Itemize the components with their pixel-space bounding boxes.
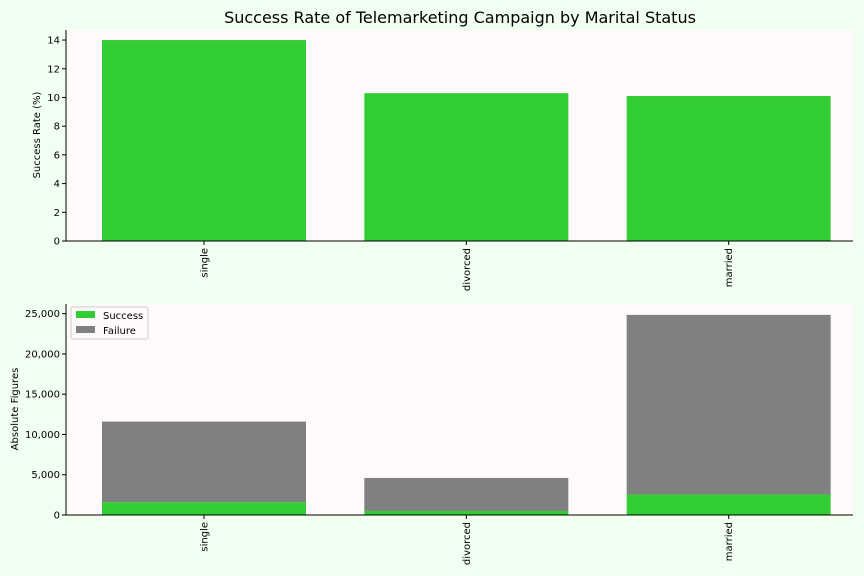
- chart2-xtick-label-divorced: divorced: [462, 522, 473, 565]
- chart1-title: Success Rate of Telemarketing Campaign b…: [224, 8, 696, 27]
- chart1-y-axis-label: Success Rate (%): [32, 91, 43, 178]
- chart1-bar-divorced: [364, 93, 569, 241]
- chart1-bar-married: [626, 96, 831, 241]
- chart2-bar-divorced-failure: [364, 477, 569, 511]
- chart1-ytick-label: 12: [47, 64, 60, 75]
- chart2-xtick-label-single: single: [200, 522, 211, 552]
- legend-label-success: Success: [103, 311, 143, 322]
- chart2-y-axis-label: Absolute Figures: [10, 368, 21, 451]
- chart2-legend: Success Failure: [70, 306, 149, 340]
- chart1-ytick-label: 0: [54, 237, 60, 248]
- chart2-ytick-label: 5,000: [31, 470, 60, 481]
- chart1-ytick-label: 10: [47, 93, 60, 104]
- chart1-ytick-label: 14: [47, 36, 60, 47]
- chart2-ytick-label: 10,000: [25, 430, 60, 441]
- chart2-ytick-label: 25,000: [25, 309, 60, 320]
- legend-label-failure: Failure: [103, 326, 136, 337]
- success-rate-chart: Success Rate of Telemarketing Campaign b…: [32, 8, 853, 291]
- chart2-xtick-label-married: married: [724, 522, 735, 561]
- chart1-ytick-label: 2: [54, 208, 60, 219]
- chart2-ytick-label: 20,000: [25, 349, 60, 360]
- chart2-bar-single-failure: [102, 421, 306, 503]
- chart1-xtick-label-divorced: divorced: [462, 248, 473, 291]
- chart1-ytick-label: 6: [54, 150, 60, 161]
- chart2-ytick-label: 0: [54, 511, 60, 522]
- chart1-xtick-label-single: single: [200, 248, 211, 278]
- chart1-ytick-label: 8: [54, 122, 60, 133]
- legend-swatch-failure: [76, 326, 95, 333]
- legend-swatch-success: [76, 311, 95, 318]
- chart2-ytick-label: 15,000: [25, 390, 60, 401]
- absolute-figures-chart: Absolute Figures 0 5,000 10,000 15,000 20,00…: [10, 304, 853, 565]
- chart1-bar-single: [102, 40, 306, 241]
- chart2-bar-married-success: [626, 494, 831, 515]
- chart2-bar-single-success: [102, 502, 306, 515]
- chart2-bar-married-failure: [626, 314, 831, 495]
- chart1-ytick-label: 4: [54, 179, 60, 190]
- chart1-xtick-label-married: married: [724, 248, 735, 287]
- chart2-bar-divorced-success: [364, 510, 569, 515]
